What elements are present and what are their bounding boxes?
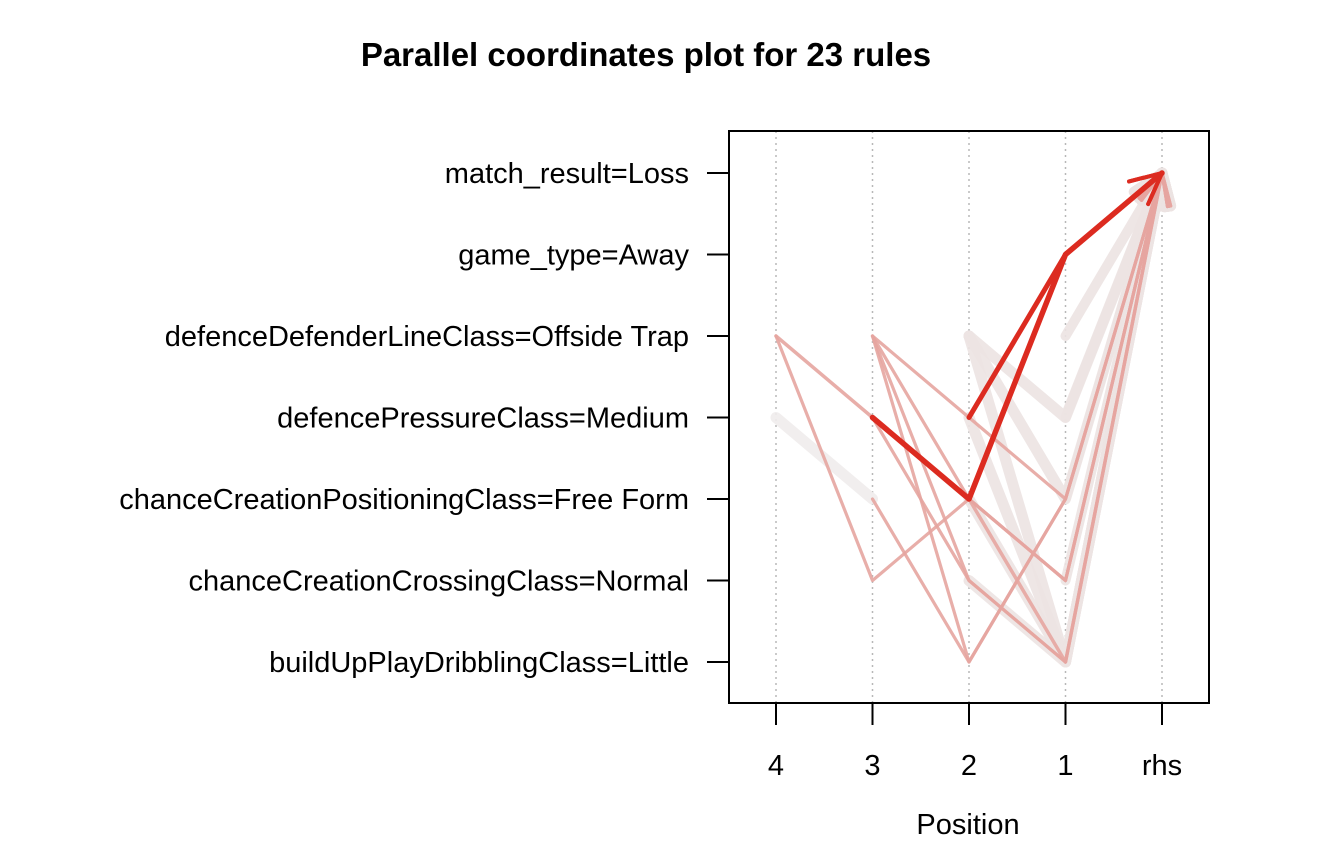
x-tick-label: 3 <box>864 750 880 782</box>
rule-lines <box>770 167 1177 668</box>
x-tick-label: 4 <box>768 750 784 782</box>
x-tick-label: 2 <box>961 750 977 782</box>
chart-title: Parallel coordinates plot for 23 rules <box>361 36 931 73</box>
y-tick-label: match_result=Loss <box>445 158 689 190</box>
rule-line-1 <box>869 170 1165 502</box>
rule-line-7 <box>870 171 1164 583</box>
rule-arrowhead-1 <box>1127 171 1164 207</box>
x-axis: 4 3 2 1 rhs <box>768 703 1182 782</box>
y-tick-label: defenceDefenderLineClass=Offside Trap <box>165 321 689 353</box>
y-tick-label: defencePressureClass=Medium <box>277 403 689 435</box>
y-axis: match_result=Loss game_type=Away defenceDe… <box>119 158 729 679</box>
y-tick-label: game_type=Away <box>458 240 689 272</box>
x-axis-label: Position <box>916 809 1019 841</box>
x-tick-label: 1 <box>1057 750 1073 782</box>
y-tick-label: buildUpPlayDribblingClass=Little <box>269 647 689 679</box>
x-tick-label: rhs <box>1142 750 1182 782</box>
y-tick-label: chanceCreationCrossingClass=Normal <box>189 566 689 598</box>
y-tick-label: chanceCreationPositioningClass=Free Form <box>119 484 689 516</box>
